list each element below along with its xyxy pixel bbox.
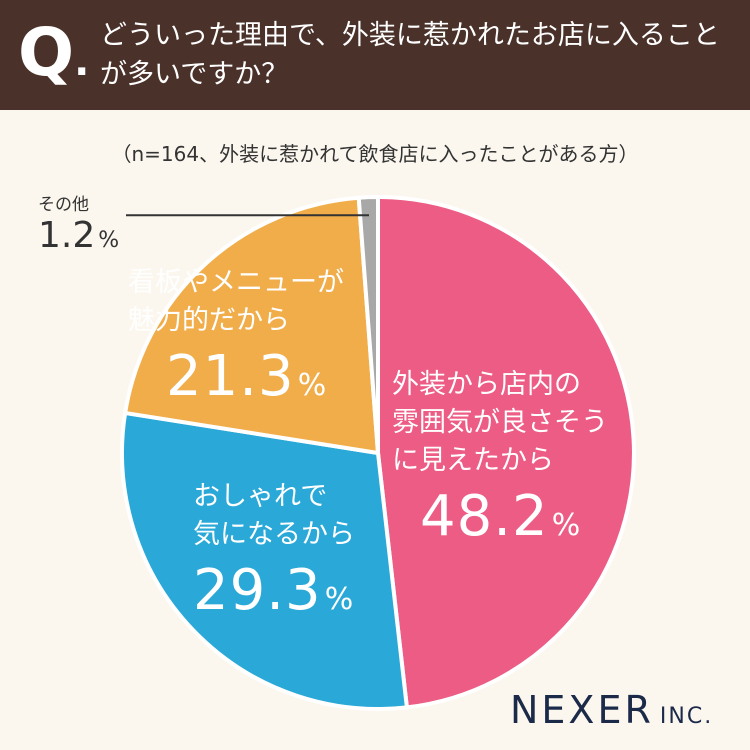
slice-4-category: その他 xyxy=(38,195,89,215)
q-mark: Q. xyxy=(18,14,90,91)
slice-2-value: 29.3% xyxy=(193,558,355,623)
question-text: どういった理由で、外装に惹かれたお店に入ることが多いですか？ xyxy=(100,20,720,90)
slice-1-category-line-2: 雰囲気が良さそう xyxy=(392,407,608,438)
slice-1-category-line-3: に見えたから xyxy=(392,445,554,476)
pie-slice-1 xyxy=(376,195,636,710)
pie-slice-2 xyxy=(120,410,409,711)
slice-3-value: 21.3% xyxy=(166,344,328,409)
slice-3-category-line-1: 看板やメニューが xyxy=(128,267,344,298)
slice-label-2: おしゃれで 気になるから 29.3% xyxy=(193,478,355,623)
pie-slice-4 xyxy=(356,195,380,455)
slice-4-value: 1.2% xyxy=(38,215,120,256)
slice-1-value: 48.2% xyxy=(420,484,582,549)
slice-2-category-line-1: おしゃれで xyxy=(193,481,328,512)
pie-slice-3 xyxy=(123,195,380,455)
slice-label-1: 外装から店内の 雰囲気が良さそう に見えたから 48.2% xyxy=(392,366,608,549)
sample-note: （n=164、外装に惹かれて飲食店に入ったことがある方） xyxy=(111,142,639,166)
slice-1-category-line-1: 外装から店内の xyxy=(392,369,581,400)
question-header: Q. どういった理由で、外装に惹かれたお店に入ることが多いですか？ xyxy=(0,0,750,110)
slice-label-4: その他 1.2% xyxy=(38,190,119,256)
slice-label-3: 看板やメニューが 魅力的だから 21.3% xyxy=(128,264,344,409)
slice-3-category-line-2: 魅力的だから xyxy=(128,305,290,336)
slice-2-category-line-2: 気になるから xyxy=(193,519,355,550)
nexer-logo: NEXER INC. xyxy=(510,688,714,732)
